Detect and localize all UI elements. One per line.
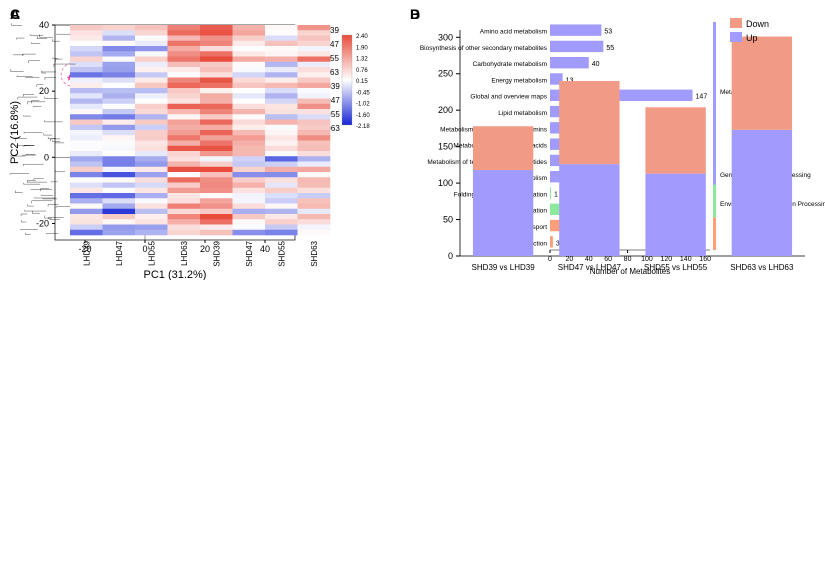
svg-text:50: 50 xyxy=(443,215,453,225)
svg-text:SHD63 vs LHD63: SHD63 vs LHD63 xyxy=(730,263,794,272)
svg-text:LHD63: LHD63 xyxy=(180,240,189,265)
svg-text:250: 250 xyxy=(438,69,453,79)
panel-c: C LHD39 LHD47 LHD55 LHD63 SHD39 SHD47 SHD55 SHD… xyxy=(0,0,400,296)
heatmap: LHD39 LHD47 LHD55 LHD63 SHD39 SHD47 SHD55 SHD63… xyxy=(0,0,400,296)
svg-text:-2.18: -2.18 xyxy=(356,124,370,130)
svg-text:SHD55 vs LHD55: SHD55 vs LHD55 xyxy=(644,263,708,272)
svg-text:-1.02: -1.02 xyxy=(356,102,370,108)
svg-text:SHD39 vs LHD39: SHD39 vs LHD39 xyxy=(472,263,536,272)
svg-text:LHD47: LHD47 xyxy=(115,240,124,265)
svg-text:-1.60: -1.60 xyxy=(356,113,370,119)
svg-text:SHD47: SHD47 xyxy=(245,240,254,266)
panel-d-label: D xyxy=(410,6,420,22)
svg-text:200: 200 xyxy=(438,105,453,115)
svg-text:SHD39: SHD39 xyxy=(212,240,221,266)
svg-text:1.32: 1.32 xyxy=(356,57,368,63)
svg-text:LHD39: LHD39 xyxy=(82,240,91,265)
svg-text:300: 300 xyxy=(438,32,453,42)
svg-text:0.15: 0.15 xyxy=(356,79,368,85)
panel-d: D 0 50 100 150 200 250 300 SHD39 vs LHD39 SHD47 … xyxy=(400,0,825,296)
svg-text:0.76: 0.76 xyxy=(356,68,368,74)
svg-text:0: 0 xyxy=(448,251,453,261)
svg-text:2.40: 2.40 xyxy=(356,34,368,40)
panel-c-label: C xyxy=(10,6,20,22)
stacked-bar: 0 50 100 150 200 250 300 SHD39 vs LHD39 SHD47 vs… xyxy=(400,0,825,296)
svg-text:100: 100 xyxy=(438,178,453,188)
svg-text:Down: Down xyxy=(746,19,769,29)
svg-text:150: 150 xyxy=(438,142,453,152)
svg-text:SHD55: SHD55 xyxy=(277,240,286,266)
svg-text:1.90: 1.90 xyxy=(356,45,368,51)
svg-text:Up: Up xyxy=(746,33,758,43)
svg-text:SHD47 vs LHD47: SHD47 vs LHD47 xyxy=(558,263,622,272)
svg-text:LHD55: LHD55 xyxy=(147,240,156,265)
svg-text:-0.45: -0.45 xyxy=(356,90,370,96)
svg-text:SHD63: SHD63 xyxy=(310,240,319,266)
